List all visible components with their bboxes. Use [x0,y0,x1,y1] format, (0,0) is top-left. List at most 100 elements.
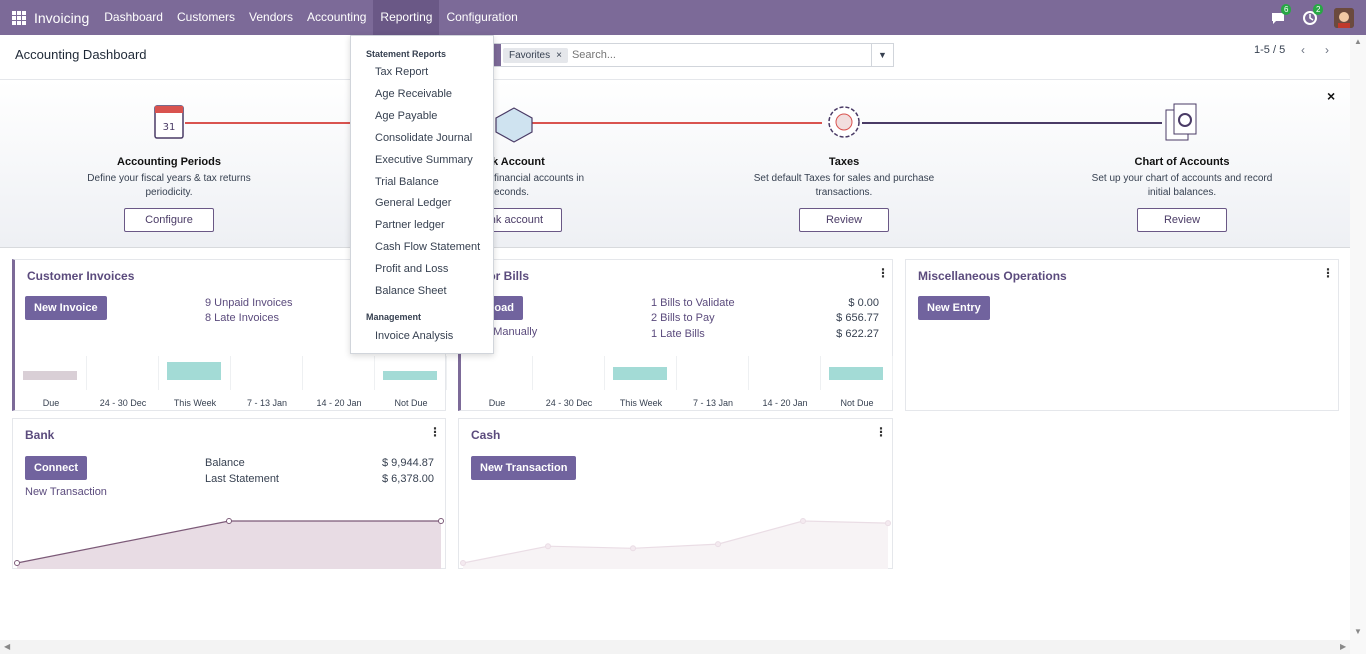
connect-button[interactable]: Connect [25,456,87,480]
cash-card: Cash ⋮ New Transaction [458,418,893,569]
pager-next-icon[interactable]: › [1325,43,1329,57]
reporting-dropdown: Statement Reports Tax Report Age Receivab… [350,35,494,354]
dropdown-item-cash-flow-statement[interactable]: Cash Flow Statement [375,241,481,254]
step-accounting-periods: 31 Accounting Periods Define your fiscal… [59,80,279,232]
dropdown-item-balance-sheet[interactable]: Balance Sheet [375,285,447,297]
bills-to-validate-amount: $ 0.00 [848,297,879,309]
chart-grid-column [15,356,87,390]
menu-reporting[interactable]: Reporting [373,0,440,35]
chart-point [545,543,551,550]
card-title[interactable]: Miscellaneous Operations [918,269,1067,283]
step-taxes: Taxes Set default Taxes for sales and pu… [734,80,954,232]
cash-balance-chart[interactable] [459,511,892,569]
dropdown-item-general-ledger[interactable]: General Ledger [375,197,452,210]
facet-remove-icon[interactable]: × [556,49,562,61]
user-avatar[interactable] [1334,7,1354,28]
balance-amount: $ 9,944.87 [382,457,434,469]
chart-point [885,520,891,527]
step-desc-line: Define your fiscal years & tax returns [87,173,251,184]
step-chart-of-accounts: Chart of Accounts Set up your chart of a… [1072,80,1292,232]
dropdown-item-partner-ledger[interactable]: Partner ledger [375,219,445,232]
chart-point [800,518,806,524]
new-transaction-button[interactable]: New Transaction [471,456,577,480]
chart-bar[interactable] [167,362,221,380]
dropdown-item-tax-report[interactable]: Tax Report [375,66,429,78]
chart-grid-column [87,356,159,390]
dropdown-item-age-payable[interactable]: Age Payable [375,109,438,122]
horizontal-scrollbar[interactable]: ◀ ▶ [0,640,1350,654]
card-title[interactable]: Bank [25,428,55,442]
scroll-down-icon[interactable]: ▼ [1354,627,1362,636]
chart-bar[interactable] [829,366,883,380]
kebab-menu-icon[interactable]: ⋮ [429,425,441,439]
search-options-toggle[interactable]: ▼ [871,44,893,66]
menu-vendors[interactable]: Vendors [249,10,294,24]
scroll-right-icon[interactable]: ▶ [1340,642,1347,651]
close-onboarding-icon[interactable]: × [1327,88,1336,104]
step-desc-line: Set default Taxes for sales and purchase [753,173,935,184]
chart-grid-column [749,356,821,390]
step-desc-line: Set up your chart of accounts and record [1091,173,1273,184]
menu-customers[interactable]: Customers [176,10,235,24]
search-box[interactable]: Favorites × ▼ [490,43,894,67]
balance-label: Balance [205,457,245,469]
review-chart-button[interactable]: Review [1137,208,1227,232]
dropdown-item-executive-summary[interactable]: Executive Summary [375,153,473,166]
progress-line [862,122,1162,124]
late-invoices-link[interactable]: 8 Late Invoices [205,312,279,324]
app-brand[interactable]: Invoicing [34,9,90,26]
bank-balance-chart[interactable] [13,511,445,569]
bills-to-pay-link[interactable]: 2 Bills to Pay [651,312,715,324]
chart-point [226,518,232,524]
chart-tick-label: 7 - 13 Jan [692,398,734,408]
new-entry-button[interactable]: New Entry [918,296,990,320]
dropdown-item-age-receivable[interactable]: Age Receivable [375,87,453,100]
kebab-menu-icon[interactable]: ⋮ [877,266,889,280]
step-desc-line: financial accounts in [494,173,585,184]
new-invoice-button[interactable]: New Invoice [25,296,107,320]
svg-text:31: 31 [163,122,176,133]
card-title[interactable]: Cash [471,428,501,442]
create-manually-link[interactable]: te Manually [481,326,538,338]
new-transaction-link[interactable]: New Transaction [25,486,107,498]
dropdown-item-consolidate-journal[interactable]: Consolidate Journal [375,131,473,144]
review-taxes-button[interactable]: Review [799,208,889,232]
dropdown-section-header: Statement Reports [366,49,447,59]
late-bills-link[interactable]: 1 Late Bills [651,328,705,340]
chart-series-line [462,520,889,564]
step-desc-line: initial balances. [1147,187,1217,198]
scroll-left-icon[interactable]: ◀ [4,642,11,651]
bills-to-validate-link[interactable]: 1 Bills to Validate [651,297,735,309]
dropdown-item-trial-balance[interactable]: Trial Balance [375,175,439,188]
chart-grid-column [605,356,677,390]
chart-bar[interactable] [613,366,667,380]
pager-value[interactable]: 1-5 / 5 [1254,44,1286,56]
menu-dashboard[interactable]: Dashboard [104,10,163,24]
page-title: Accounting Dashboard [15,47,147,62]
menu-accounting[interactable]: Accounting [307,10,367,24]
chart-tick-label: 24 - 30 Dec [99,398,147,408]
card-title[interactable]: Customer Invoices [27,269,135,283]
chart-grid-column [231,356,303,390]
activities-icon[interactable]: 2 [1302,3,1324,26]
search-input[interactable] [571,49,862,61]
unpaid-invoices-link[interactable]: 9 Unpaid Invoices [205,297,293,309]
pager-previous-icon[interactable]: ‹ [1301,43,1305,57]
menu-configuration[interactable]: Configuration [446,10,518,24]
chart-bar[interactable] [383,371,437,380]
configure-button[interactable]: Configure [124,208,214,232]
dropdown-item-profit-and-loss[interactable]: Profit and Loss [375,263,449,276]
misc-operations-card: Miscellaneous Operations ⋮ New Entry [905,259,1339,411]
chart-bar[interactable] [23,371,77,380]
messages-badge: 6 [1281,3,1292,15]
bank-icon [492,98,536,146]
vertical-scrollbar[interactable]: ▲ ▼ [1350,35,1366,654]
messages-icon[interactable]: 6 [1270,3,1292,26]
apps-grid-icon[interactable] [12,10,26,25]
chart-tick-label: 7 - 13 Jan [246,398,288,408]
chart-grid-column [821,356,893,390]
scroll-up-icon[interactable]: ▲ [1354,37,1362,46]
kebab-menu-icon[interactable]: ⋮ [1322,266,1334,280]
kebab-menu-icon[interactable]: ⋮ [875,425,887,439]
dropdown-item-invoice-analysis[interactable]: Invoice Analysis [375,330,454,342]
